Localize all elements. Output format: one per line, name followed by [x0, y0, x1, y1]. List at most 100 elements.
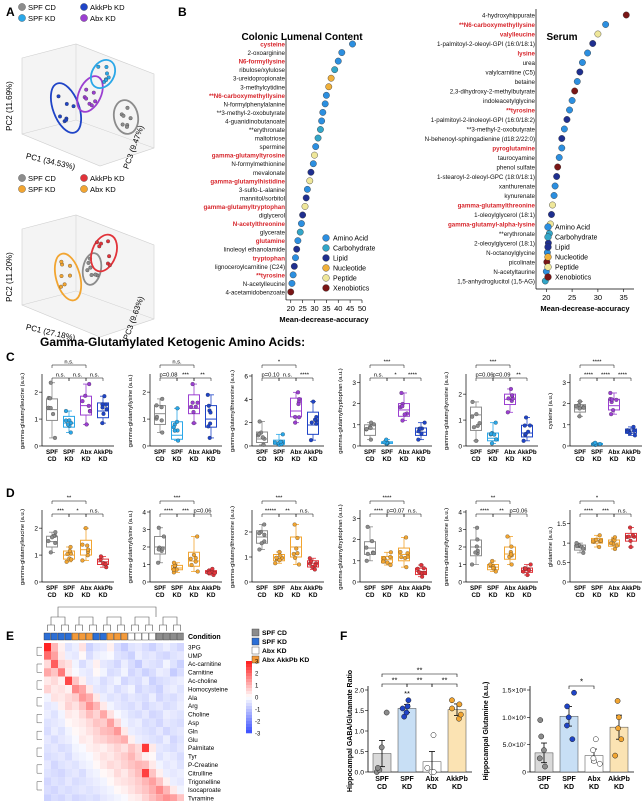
- heatmap-cell: [72, 643, 79, 652]
- category-label-line: SPF: [537, 776, 551, 783]
- heatmap-cell: [121, 752, 128, 761]
- importance-point: [306, 177, 314, 185]
- significance-label: p=0.10: [262, 373, 280, 379]
- category-label: N-formylphenylalanine: [223, 101, 285, 108]
- heatmap-cell: [44, 693, 51, 702]
- row-label: Trigonelline: [188, 779, 221, 786]
- data-point: [257, 419, 262, 424]
- heatmap-cell: [114, 727, 121, 736]
- heatmap-cell: [156, 743, 163, 753]
- pca-point: [107, 263, 112, 268]
- heatmap-cell: [44, 685, 51, 694]
- category-label-line: CD: [258, 592, 267, 599]
- significance-label: **: [417, 666, 423, 675]
- data-point: [195, 569, 200, 574]
- legend-label: SPF CD: [28, 3, 56, 12]
- legend-marker: [18, 3, 26, 11]
- heatmap-cell: [163, 743, 170, 753]
- pca-point: [86, 260, 91, 265]
- y-tick-label: 1.0: [355, 729, 365, 736]
- heatmap-cell: [135, 718, 142, 727]
- category-label-line: Abx: [504, 585, 516, 592]
- data-point: [491, 566, 496, 571]
- data-point: [508, 386, 513, 391]
- panel-letter-f: F: [340, 629, 347, 643]
- heatmap-cell: [51, 676, 58, 685]
- heatmap-cell: [149, 710, 156, 719]
- data-point: [52, 435, 57, 440]
- category-label: Abx KD: [608, 585, 620, 599]
- data-point: [525, 572, 530, 578]
- heatmap-cell: [72, 777, 79, 786]
- y-axis-label: glutamine (a.u.): [548, 527, 554, 567]
- data-point: [103, 562, 108, 567]
- heatmap-cell: [86, 735, 93, 744]
- data-point: [191, 552, 196, 557]
- heatmap-cell: [107, 743, 114, 753]
- heatmap-cell: [93, 752, 100, 761]
- category-label-line: KD: [489, 592, 498, 599]
- legend-label: SPF KD: [28, 185, 56, 194]
- legend-label: Abx KD: [90, 14, 116, 23]
- data-point: [297, 415, 302, 420]
- heatmap-cell: [65, 643, 72, 652]
- significance-bracket: [509, 377, 528, 381]
- bar-chart: 0 5.0×10⁷ 1.0×10⁸ 1.5×10⁸ Hippocampal Glutam…: [483, 678, 634, 791]
- category-label-line: KD: [190, 456, 199, 463]
- significance-bracket: [403, 377, 422, 381]
- importance-point: [589, 40, 597, 47]
- heatmap-cell: [100, 693, 107, 702]
- heatmap-cell: [93, 668, 100, 677]
- heatmap-cell: [149, 752, 156, 761]
- condition-cell: [43, 632, 51, 641]
- color-scale-label: -3: [255, 732, 261, 738]
- category-label: **N6-carboxymethyllysine: [209, 93, 286, 100]
- chart-title: Serum: [546, 32, 577, 43]
- category-label: AkkPb KD: [93, 449, 112, 463]
- heatmap-cell: [107, 735, 114, 744]
- heatmap-cell: [79, 651, 86, 660]
- heatmap-cell: [121, 643, 128, 652]
- significance-label: ****: [584, 509, 594, 515]
- dot-plot: Serum 20 25 30 35 Mean-decrease-accuracy 4-hyd…: [425, 9, 634, 313]
- box: [205, 405, 217, 428]
- data-point: [398, 550, 403, 555]
- heatmap-cell: [163, 727, 170, 736]
- heatmap-cell: [149, 685, 156, 694]
- data-point: [365, 524, 370, 529]
- significance-bracket: [613, 513, 632, 517]
- importance-point: [551, 182, 559, 190]
- data-point: [176, 438, 181, 443]
- heatmap-cell: [93, 718, 100, 727]
- heatmap-cell: [107, 760, 114, 769]
- category-label-line: CD: [258, 456, 267, 463]
- category-label: 1-oleoylglycerol (18:1): [474, 212, 535, 219]
- heatmap-cell: [114, 701, 121, 711]
- y-tick-label: 1.0×10⁸: [502, 715, 526, 722]
- importance-point: [571, 87, 579, 95]
- legend-label: SPF CD: [28, 174, 56, 183]
- category-label-line: KD: [523, 456, 532, 463]
- condition-cell: [113, 632, 121, 641]
- category-label-line: Abx: [398, 449, 410, 456]
- color-scale-step: [246, 673, 252, 677]
- heatmap-cell: [100, 643, 107, 652]
- category-label: SPF KD: [63, 585, 75, 599]
- y-tick-label: 2: [34, 390, 38, 397]
- data-point: [492, 432, 497, 437]
- color-scale-step: [246, 730, 252, 734]
- heatmap-cell: [51, 701, 58, 711]
- data-point: [383, 709, 390, 716]
- category-label: SPF KD: [400, 776, 414, 791]
- legend-marker: [18, 14, 26, 22]
- data-point: [98, 554, 103, 559]
- data-point: [277, 558, 282, 563]
- condition-legend-label: Abx AkkPb KD: [262, 657, 309, 664]
- significance-label: p=0.07: [387, 509, 405, 515]
- data-point: [208, 410, 213, 415]
- color-scale-step: [246, 727, 252, 731]
- significance-label: ****: [618, 373, 628, 379]
- category-label: Abx KD: [80, 449, 92, 463]
- category-label: SPF CD: [375, 776, 389, 791]
